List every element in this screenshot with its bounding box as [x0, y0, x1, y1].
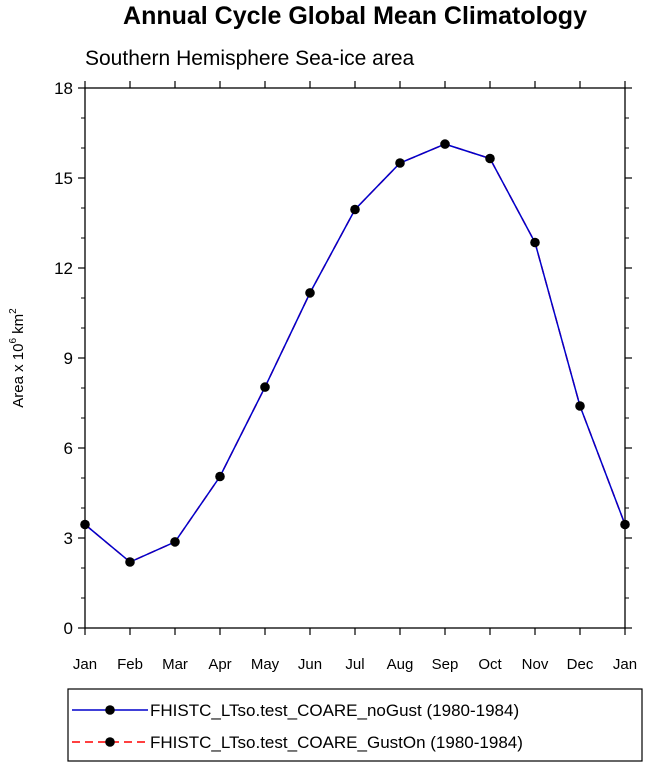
y-tick-label: 3	[64, 529, 73, 548]
data-point	[395, 158, 405, 168]
minor-ticks	[81, 117, 629, 599]
data-point	[260, 382, 270, 392]
data-point	[440, 139, 450, 149]
chart-subtitle: Southern Hemisphere Sea-ice area	[85, 47, 415, 70]
x-tick-label: May	[251, 656, 280, 673]
y-tick-label: 9	[64, 349, 73, 368]
x-tick-label: Mar	[162, 656, 188, 673]
plot-area	[84, 87, 626, 629]
x-tick-label: Dec	[567, 656, 594, 673]
legend-label-2: FHISTC_LTso.test_COARE_GustOn (1980-1984…	[150, 733, 523, 752]
series-group	[80, 139, 630, 567]
x-tick-label: Nov	[522, 656, 549, 673]
data-point	[530, 237, 540, 248]
legend-marker-1	[105, 705, 115, 715]
major-ticks	[78, 81, 632, 635]
data-point	[575, 401, 585, 411]
y-tick-label: 15	[54, 169, 73, 188]
x-tick-label: Jun	[298, 656, 322, 673]
data-point	[80, 519, 90, 530]
data-point	[620, 519, 630, 530]
y-tick-labels: 0 3 6 9 12 15 18	[54, 79, 73, 638]
data-point	[350, 204, 360, 215]
y-tick-label: 0	[64, 619, 73, 638]
x-tick-label: Feb	[117, 656, 143, 673]
x-tick-labels: Jan Feb Mar Apr May Jun Jul Aug Sep Oct Nov Dec Jan	[73, 656, 637, 673]
y-tick-label: 12	[54, 259, 73, 278]
y-axis-label-base: Area x 10	[10, 344, 27, 408]
legend-box	[67, 688, 643, 762]
legend-label-1: FHISTC_LTso.test_COARE_noGust (1980-1984…	[150, 701, 519, 720]
x-tick-label: Oct	[478, 656, 502, 673]
x-tick-label: Apr	[208, 656, 231, 673]
y-axis-label: Area x 106 km2	[8, 308, 27, 408]
y-axis-label-exp2: 2	[8, 308, 19, 314]
data-point	[125, 557, 135, 567]
legend-marker-2	[105, 737, 115, 747]
data-point	[485, 153, 495, 164]
chart-title: Annual Cycle Global Mean Climatology	[123, 2, 587, 30]
y-tick-label: 18	[54, 79, 73, 98]
data-point	[305, 288, 315, 298]
x-tick-label: Jul	[345, 656, 364, 673]
x-tick-label: Sep	[432, 656, 459, 673]
data-point	[215, 471, 225, 482]
y-axis-label-unit: km	[10, 314, 27, 338]
legend: FHISTC_LTso.test_COARE_noGust (1980-1984…	[67, 688, 643, 762]
y-axis-label-exp1: 6	[8, 338, 19, 344]
x-tick-label: Jan	[613, 656, 637, 673]
data-point	[170, 537, 180, 547]
y-tick-label: 6	[64, 439, 73, 458]
plot-frame	[84, 87, 626, 629]
x-tick-label: Jan	[73, 656, 97, 673]
x-tick-label: Aug	[387, 656, 414, 673]
